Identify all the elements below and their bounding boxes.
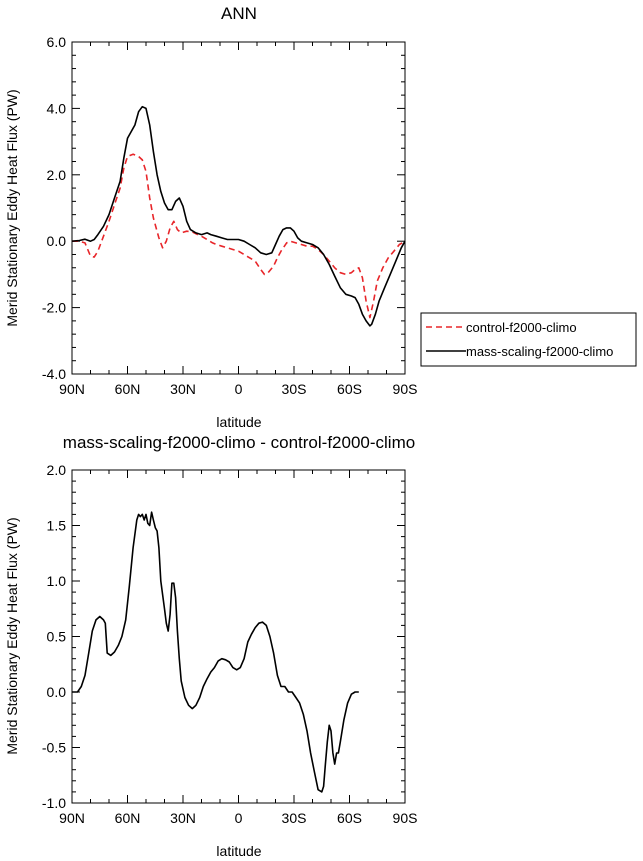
y-tick-label: 2.0 bbox=[47, 462, 67, 478]
y-tick-label: 1.5 bbox=[47, 518, 67, 534]
x-tick-label: 90S bbox=[393, 810, 418, 826]
x-tick-label: 60N bbox=[115, 381, 141, 397]
plot-frame bbox=[71, 41, 406, 375]
chart-title: mass-scaling-f2000-climo - control-f2000… bbox=[63, 433, 415, 452]
y-tick-label: 6.0 bbox=[47, 34, 67, 50]
y-tick-label: -1.0 bbox=[42, 795, 66, 811]
x-tick-label: 30S bbox=[282, 810, 307, 826]
x-axis-label: latitude bbox=[216, 843, 261, 859]
y-axis-label: Merid Stationary Eddy Heat Flux (PW) bbox=[4, 89, 20, 326]
series-line-0 bbox=[72, 153, 406, 319]
x-tick-label: 30N bbox=[170, 381, 196, 397]
series-group bbox=[71, 105, 406, 327]
panel-difference: mass-scaling-f2000-climo - control-f2000… bbox=[4, 433, 417, 859]
x-tick-label: 30S bbox=[282, 381, 307, 397]
x-tick-label: 0 bbox=[235, 381, 243, 397]
y-tick-label: 2.0 bbox=[47, 167, 67, 183]
x-tick-label: 90N bbox=[59, 810, 85, 826]
y-tick-label: 0.0 bbox=[47, 233, 67, 249]
y-axis-label: Merid Stationary Eddy Heat Flux (PW) bbox=[4, 517, 20, 754]
tick-group: 90N 60N 30N 0 30S 60S 90S 2.0 1.5 1.0 0.5 0.0 -0.5 -1… bbox=[42, 462, 418, 826]
y-tick-label: -0.5 bbox=[42, 740, 66, 756]
legend-box bbox=[420, 312, 637, 367]
x-tick-label: 60N bbox=[115, 810, 141, 826]
chart-title: ANN bbox=[221, 4, 257, 23]
series-line-0 bbox=[72, 511, 359, 793]
y-tick-label: -4.0 bbox=[42, 366, 66, 382]
y-tick-label: 0.0 bbox=[47, 684, 67, 700]
legend-label-mass-scaling: mass-scaling-f2000-climo bbox=[466, 344, 613, 359]
x-tick-label: 0 bbox=[235, 810, 243, 826]
y-tick-label: 4.0 bbox=[47, 100, 67, 116]
legend: control-f2000-climo mass-scaling-f2000-c… bbox=[420, 312, 637, 367]
y-tick-label: 0.5 bbox=[47, 629, 67, 645]
legend-label-control: control-f2000-climo bbox=[466, 320, 577, 335]
x-tick-label: 60S bbox=[337, 810, 362, 826]
x-tick-label: 90N bbox=[59, 381, 85, 397]
x-tick-label: 30N bbox=[170, 810, 196, 826]
x-tick-label: 90S bbox=[393, 381, 418, 397]
series-group bbox=[72, 511, 359, 793]
y-tick-label: -2.0 bbox=[42, 300, 66, 316]
x-tick-label: 60S bbox=[337, 381, 362, 397]
series-line-1 bbox=[71, 105, 406, 327]
panel-ann: ANN 90N 60N 30N 0 30S 60S 90S 6.0 4.0 2.0 0.0 -2.0 -… bbox=[4, 4, 417, 430]
tick-group: 90N 60N 30N 0 30S 60S 90S 6.0 4.0 2.0 0.0 -2.0 -4.0 bbox=[42, 34, 418, 397]
y-tick-label: 1.0 bbox=[47, 573, 67, 589]
x-axis-label: latitude bbox=[216, 414, 261, 430]
